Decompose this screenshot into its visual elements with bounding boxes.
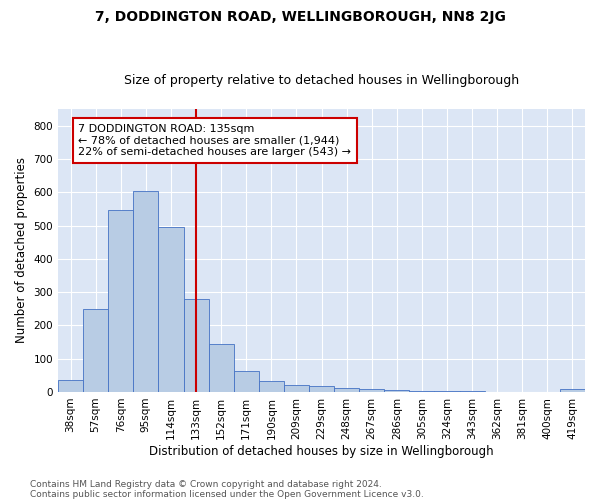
Bar — [359, 390, 384, 392]
Y-axis label: Number of detached properties: Number of detached properties — [15, 158, 28, 344]
Bar — [560, 390, 585, 392]
Bar — [409, 391, 434, 392]
Bar — [284, 384, 309, 392]
Bar — [58, 380, 83, 392]
Bar — [259, 382, 284, 392]
Bar — [83, 308, 108, 392]
X-axis label: Distribution of detached houses by size in Wellingborough: Distribution of detached houses by size … — [149, 444, 494, 458]
Bar — [334, 388, 359, 392]
Text: Contains HM Land Registry data © Crown copyright and database right 2024.
Contai: Contains HM Land Registry data © Crown c… — [30, 480, 424, 499]
Bar — [158, 227, 184, 392]
Bar — [309, 386, 334, 392]
Text: 7 DODDINGTON ROAD: 135sqm
← 78% of detached houses are smaller (1,944)
22% of se: 7 DODDINGTON ROAD: 135sqm ← 78% of detac… — [78, 124, 351, 157]
Bar — [184, 298, 209, 392]
Text: 7, DODDINGTON ROAD, WELLINGBOROUGH, NN8 2JG: 7, DODDINGTON ROAD, WELLINGBOROUGH, NN8 … — [95, 10, 505, 24]
Bar — [384, 390, 409, 392]
Bar — [133, 190, 158, 392]
Title: Size of property relative to detached houses in Wellingborough: Size of property relative to detached ho… — [124, 74, 519, 87]
Bar — [233, 372, 259, 392]
Bar — [209, 344, 233, 392]
Bar — [108, 210, 133, 392]
